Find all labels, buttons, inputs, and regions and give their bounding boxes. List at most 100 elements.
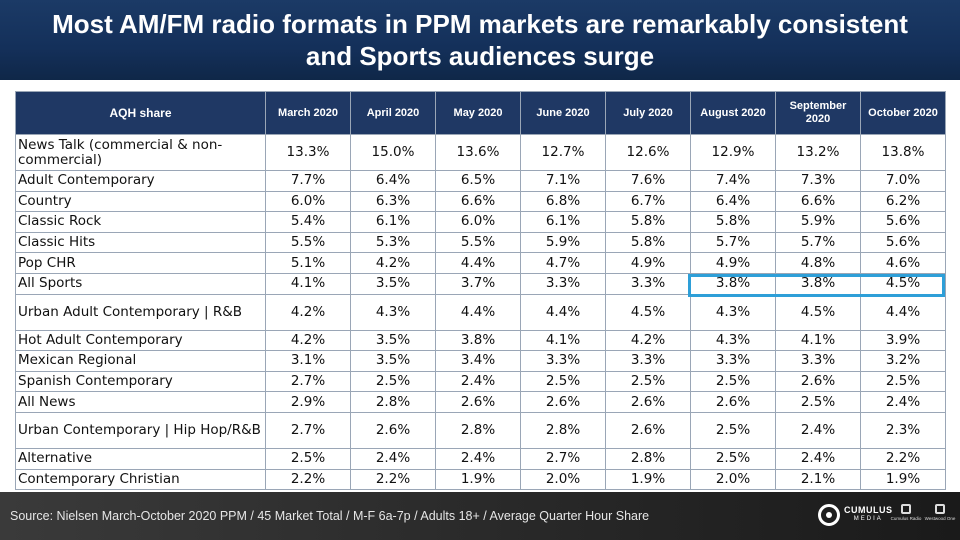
header-cell: June 2020 bbox=[520, 91, 606, 135]
share-cell: 2.4% bbox=[775, 447, 861, 470]
share-cell: 6.6% bbox=[435, 190, 521, 213]
share-cell: 2.6% bbox=[520, 391, 606, 413]
share-cell: 4.3% bbox=[350, 293, 436, 331]
share-cell: 7.0% bbox=[860, 170, 946, 192]
share-cell: 4.2% bbox=[350, 252, 436, 274]
share-cell: 2.6% bbox=[775, 370, 861, 393]
share-cell: 3.2% bbox=[860, 350, 946, 372]
share-cell: 2.4% bbox=[350, 447, 436, 470]
share-cell: 5.5% bbox=[435, 231, 521, 254]
share-cell: 6.7% bbox=[605, 190, 691, 213]
share-cell: 3.3% bbox=[605, 272, 691, 295]
format-cell: Classic Rock bbox=[15, 211, 266, 233]
format-cell: Urban Adult Contemporary | R&B bbox=[15, 293, 266, 331]
format-cell: All News bbox=[15, 391, 266, 413]
share-cell: 2.3% bbox=[860, 411, 946, 449]
share-cell: 2.7% bbox=[520, 447, 606, 470]
share-cell: 5.6% bbox=[860, 231, 946, 254]
share-cell: 7.7% bbox=[265, 170, 351, 192]
share-cell: 3.9% bbox=[860, 329, 946, 352]
share-cell: 3.4% bbox=[435, 350, 521, 372]
format-cell: Classic Hits bbox=[15, 231, 266, 254]
share-cell: 6.2% bbox=[860, 190, 946, 213]
share-cell: 2.9% bbox=[265, 391, 351, 413]
share-cell: 4.1% bbox=[775, 329, 861, 352]
format-cell: Contemporary Christian bbox=[15, 468, 266, 491]
share-cell: 2.2% bbox=[265, 468, 351, 491]
table-row: Urban Contemporary | Hip Hop/R&B 2.7% 2.6%… bbox=[15, 411, 946, 449]
share-cell: 5.6% bbox=[860, 211, 946, 233]
table-row: Classic Hits 5.5% 5.3% 5.5% 5.9% 5.8% 5.7% 5.7%… bbox=[15, 231, 946, 254]
share-cell: 2.2% bbox=[860, 447, 946, 470]
share-cell: 5.4% bbox=[265, 211, 351, 233]
share-cell: 2.8% bbox=[520, 411, 606, 449]
share-cell: 7.3% bbox=[775, 170, 861, 192]
format-cell: Pop CHR bbox=[15, 252, 266, 274]
source-note: Source: Nielsen March-October 2020 PPM /… bbox=[10, 509, 650, 523]
share-cell: 5.8% bbox=[690, 211, 776, 233]
share-cell: 3.5% bbox=[350, 350, 436, 372]
share-cell: 3.3% bbox=[520, 272, 606, 295]
share-cell: 2.8% bbox=[605, 447, 691, 470]
sublogo-caption: Westwood One bbox=[924, 516, 956, 521]
share-cell: 5.8% bbox=[605, 231, 691, 254]
header-cell: October 2020 bbox=[860, 91, 946, 135]
share-cell: 5.9% bbox=[775, 211, 861, 233]
share-cell: 3.1% bbox=[265, 350, 351, 372]
share-cell: 4.2% bbox=[265, 293, 351, 331]
share-cell: 4.4% bbox=[435, 293, 521, 331]
share-cell: 4.4% bbox=[435, 252, 521, 274]
header-cell: July 2020 bbox=[605, 91, 691, 135]
share-cell: 2.5% bbox=[690, 447, 776, 470]
share-cell: 2.4% bbox=[860, 391, 946, 413]
share-cell: 2.5% bbox=[860, 370, 946, 393]
table-row: Spanish Contemporary 2.7% 2.5% 2.4% 2.5% 2.5%… bbox=[15, 370, 946, 393]
header-cell: May 2020 bbox=[435, 91, 521, 135]
share-cell: 3.5% bbox=[350, 272, 436, 295]
header-cell: March 2020 bbox=[265, 91, 351, 135]
share-cell: 3.8% bbox=[690, 272, 776, 295]
share-cell: 3.3% bbox=[690, 350, 776, 372]
table-row: Adult Contemporary 7.7% 6.4% 6.5% 7.1% 7.6% 7.… bbox=[15, 170, 946, 192]
share-cell: 13.3% bbox=[265, 134, 351, 171]
format-cell: Spanish Contemporary bbox=[15, 370, 266, 393]
share-cell: 4.9% bbox=[690, 252, 776, 274]
share-cell: 6.4% bbox=[690, 190, 776, 213]
share-cell: 2.4% bbox=[435, 447, 521, 470]
header-cell: AQH share bbox=[15, 91, 266, 135]
share-cell: 6.4% bbox=[350, 170, 436, 192]
table-body: News Talk (commercial & non-commercial) 1… bbox=[15, 134, 946, 491]
share-cell: 2.6% bbox=[435, 391, 521, 413]
share-cell: 3.8% bbox=[435, 329, 521, 352]
table-row: Country 6.0% 6.3% 6.6% 6.8% 6.7% 6.4% 6.6% 6.2% bbox=[15, 190, 946, 213]
table-row: Alternative 2.5% 2.4% 2.4% 2.7% 2.8% 2.5% 2.4% 2… bbox=[15, 447, 946, 470]
logo-word: CUMULUS bbox=[844, 505, 893, 515]
format-cell: Mexican Regional bbox=[15, 350, 266, 372]
share-cell: 3.7% bbox=[435, 272, 521, 295]
logo-sub: MEDIA bbox=[853, 516, 883, 522]
share-cell: 3.8% bbox=[775, 272, 861, 295]
share-cell: 4.5% bbox=[605, 293, 691, 331]
share-cell: 2.7% bbox=[265, 411, 351, 449]
share-cell: 6.8% bbox=[520, 190, 606, 213]
share-cell: 6.0% bbox=[435, 211, 521, 233]
share-cell: 6.3% bbox=[350, 190, 436, 213]
share-cell: 5.3% bbox=[350, 231, 436, 254]
format-cell: All Sports bbox=[15, 272, 266, 295]
share-cell: 7.6% bbox=[605, 170, 691, 192]
share-cell: 2.0% bbox=[690, 468, 776, 491]
share-cell: 15.0% bbox=[350, 134, 436, 171]
share-cell: 2.5% bbox=[520, 370, 606, 393]
table-row: Hot Adult Contemporary 4.2% 3.5% 3.8% 4.1% 4.… bbox=[15, 329, 946, 352]
share-cell: 2.5% bbox=[690, 411, 776, 449]
aqh-share-table-container: AQH share March 2020 April 2020 May 2020… bbox=[15, 91, 946, 491]
share-cell: 2.1% bbox=[775, 468, 861, 491]
header-cell: September 2020 bbox=[775, 91, 861, 135]
share-cell: 2.4% bbox=[435, 370, 521, 393]
share-cell: 2.6% bbox=[605, 391, 691, 413]
cumulus-logo-icon bbox=[818, 504, 840, 526]
share-cell: 5.8% bbox=[605, 211, 691, 233]
westwood-one-logo: Westwood One bbox=[922, 504, 958, 526]
share-cell: 2.8% bbox=[435, 411, 521, 449]
share-cell: 4.9% bbox=[605, 252, 691, 274]
